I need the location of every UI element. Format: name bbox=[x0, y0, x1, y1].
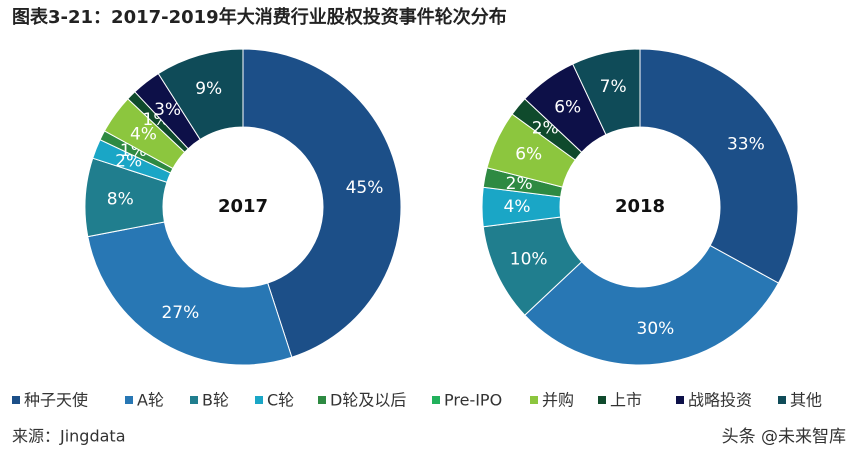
data-label: 4% bbox=[130, 125, 157, 145]
legend-label: D轮及以后 bbox=[330, 391, 406, 410]
legend-label: 上市 bbox=[610, 391, 642, 410]
legend-label: 并购 bbox=[542, 391, 574, 410]
data-label: 30% bbox=[637, 319, 675, 339]
data-label: 9% bbox=[195, 79, 222, 99]
data-label: 2% bbox=[506, 174, 533, 194]
slice bbox=[524, 244, 780, 366]
legend-label: B轮 bbox=[202, 391, 229, 410]
legend-swatch bbox=[318, 396, 326, 404]
data-label: 6% bbox=[554, 97, 581, 117]
data-label: 33% bbox=[727, 134, 765, 154]
legend-swatch bbox=[598, 396, 606, 404]
legend-swatch bbox=[255, 396, 263, 404]
data-label: 4% bbox=[504, 197, 531, 217]
center-label: 2017 bbox=[218, 196, 268, 217]
data-label: 7% bbox=[600, 77, 627, 97]
center-label: 2018 bbox=[615, 196, 665, 217]
page-title: 图表3-21：2017-2019年大消费行业股权投资事件轮次分布 bbox=[12, 6, 507, 28]
legend-swatch bbox=[530, 396, 538, 404]
legend-swatch bbox=[12, 396, 20, 404]
legend-swatch bbox=[676, 396, 684, 404]
legend-label: 种子天使 bbox=[24, 391, 88, 410]
data-label: 10% bbox=[510, 249, 548, 269]
legend-swatch bbox=[432, 396, 440, 404]
data-label: 27% bbox=[161, 303, 199, 323]
data-label: 45% bbox=[346, 178, 384, 198]
legend-swatch bbox=[125, 396, 133, 404]
slice bbox=[157, 48, 244, 141]
legend-label: 其他 bbox=[790, 391, 822, 410]
data-label: 8% bbox=[107, 189, 134, 209]
legend-label: A轮 bbox=[137, 391, 164, 410]
source: 来源：Jingdata bbox=[12, 427, 126, 446]
data-label: 6% bbox=[515, 145, 542, 165]
legend-label: Pre-IPO bbox=[444, 391, 502, 410]
legend-swatch bbox=[190, 396, 198, 404]
slice bbox=[572, 48, 641, 136]
data-label: 3% bbox=[154, 100, 181, 120]
legend-swatch bbox=[778, 396, 786, 404]
slice bbox=[242, 48, 402, 358]
watermark: 头条 @未来智库 bbox=[722, 427, 846, 447]
slice bbox=[639, 48, 799, 284]
legend-label: 战略投资 bbox=[688, 391, 752, 410]
legend-label: C轮 bbox=[267, 391, 294, 410]
slice bbox=[87, 221, 293, 366]
